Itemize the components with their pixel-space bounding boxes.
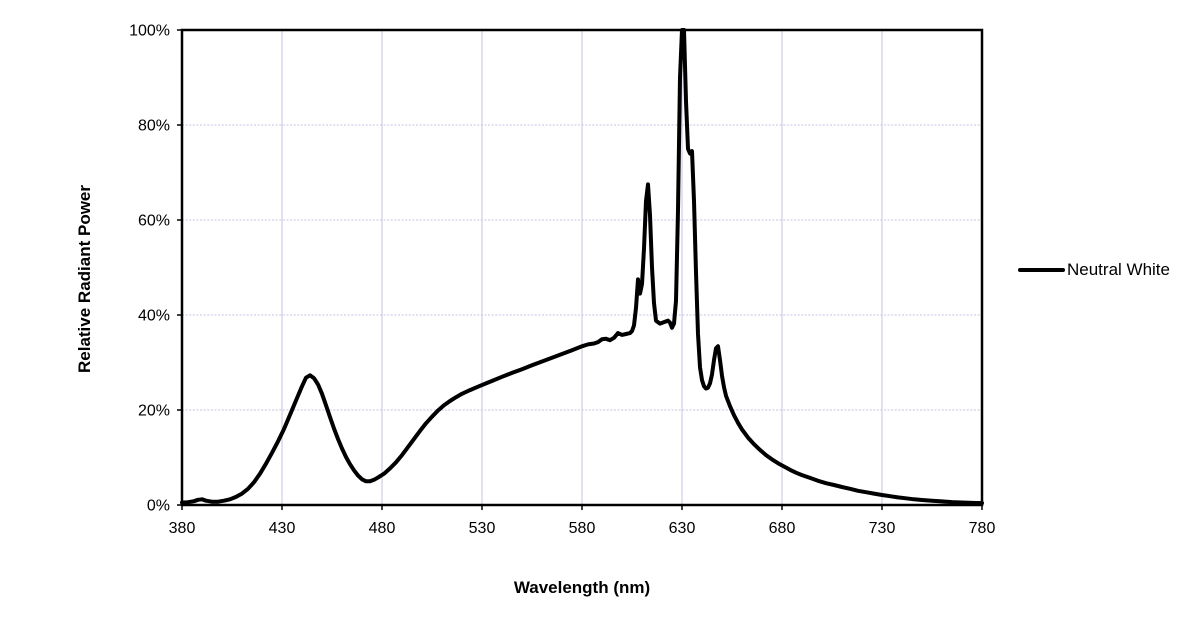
x-tick-label: 580 bbox=[569, 520, 596, 537]
series-line-neutral-white bbox=[180, 28, 984, 506]
y-tick-label: 20% bbox=[138, 403, 170, 420]
y-tick-label: 80% bbox=[138, 118, 170, 135]
y-tick-label: 100% bbox=[129, 23, 170, 40]
y-tick-label: 0% bbox=[147, 498, 170, 515]
x-tick-label: 630 bbox=[669, 520, 696, 537]
y-tick-label: 40% bbox=[138, 308, 170, 325]
x-tick-label: 730 bbox=[869, 520, 896, 537]
x-tick-label: 480 bbox=[369, 520, 396, 537]
x-tick-label: 680 bbox=[769, 520, 796, 537]
legend: Neutral White bbox=[1018, 260, 1170, 280]
x-axis-title: Wavelength (nm) bbox=[513, 578, 651, 597]
x-tick-label: 430 bbox=[269, 520, 296, 537]
y-tick-label: 60% bbox=[138, 213, 170, 230]
x-tick-label: 780 bbox=[969, 520, 996, 537]
x-tick-label: 380 bbox=[169, 520, 196, 537]
legend-line-sample-icon bbox=[1018, 268, 1065, 272]
x-tick-label: 530 bbox=[469, 520, 496, 537]
legend-label: Neutral White bbox=[1067, 260, 1170, 279]
y-axis-title: Relative Radiant Power bbox=[75, 184, 94, 374]
